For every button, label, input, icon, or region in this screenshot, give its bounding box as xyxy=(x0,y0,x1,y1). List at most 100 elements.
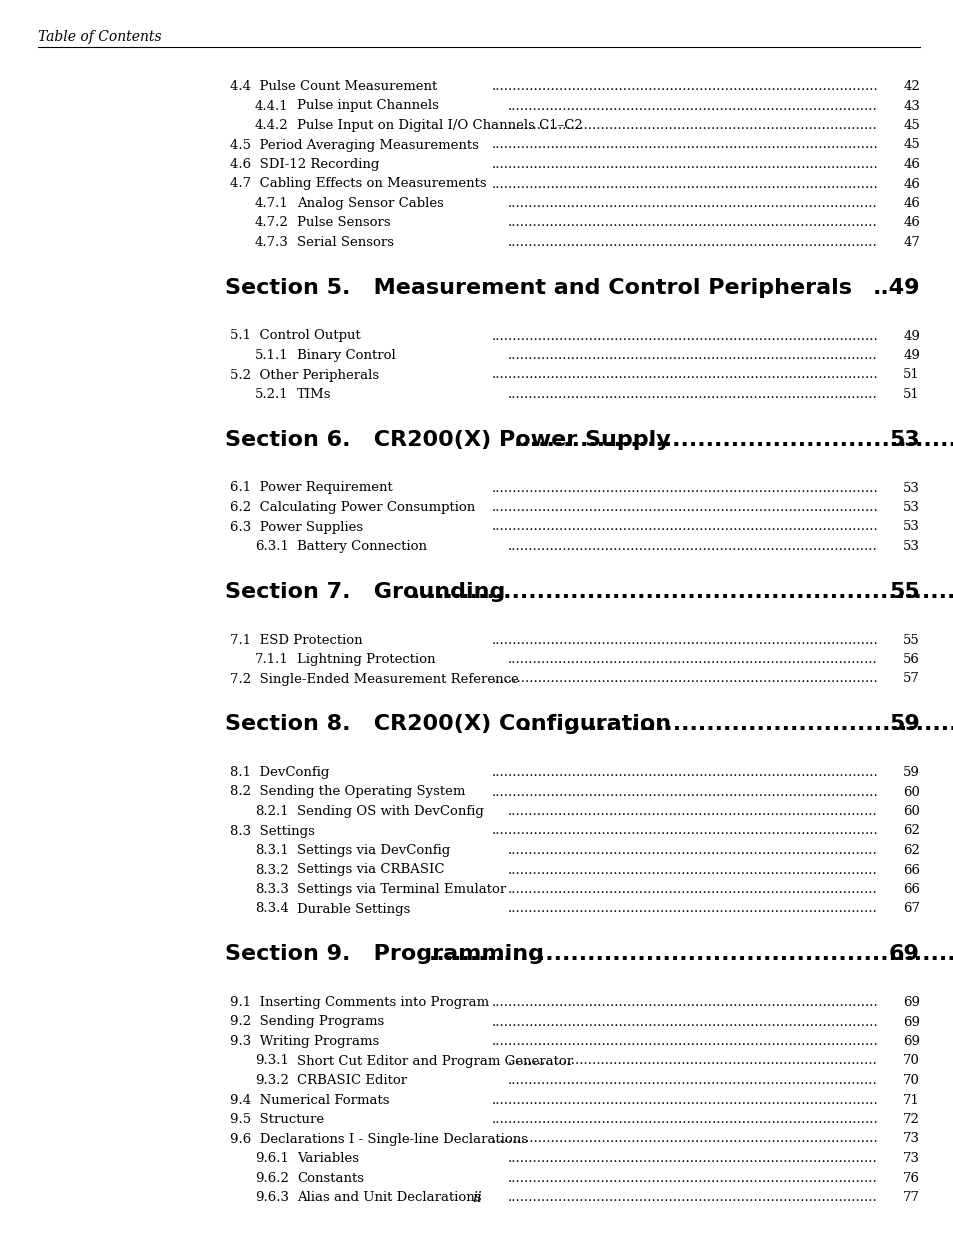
Text: 43: 43 xyxy=(902,100,919,112)
Text: 47: 47 xyxy=(902,236,919,249)
Text: 53: 53 xyxy=(902,501,919,514)
Text: 45: 45 xyxy=(902,138,919,152)
Text: 51: 51 xyxy=(902,388,919,401)
Text: Section 8.   CR200(X) Configuration: Section 8. CR200(X) Configuration xyxy=(225,714,670,734)
Text: 5.2.1: 5.2.1 xyxy=(254,388,289,401)
Text: ................................................................................: ........................................… xyxy=(492,1015,878,1029)
Text: CRBASIC Editor: CRBASIC Editor xyxy=(296,1074,407,1087)
Text: 9.6.1: 9.6.1 xyxy=(254,1152,289,1165)
Text: ................................................................................: ........................................… xyxy=(492,634,878,646)
Text: ..49: ..49 xyxy=(872,278,919,298)
Text: 9.5  Structure: 9.5 Structure xyxy=(230,1113,328,1126)
Text: 4.6  SDI-12 Recording: 4.6 SDI-12 Recording xyxy=(230,158,383,170)
Text: 62: 62 xyxy=(902,844,919,857)
Text: 4.4  Pulse Count Measurement: 4.4 Pulse Count Measurement xyxy=(230,80,436,93)
Text: 4.4.2: 4.4.2 xyxy=(254,119,289,132)
Text: Battery Connection: Battery Connection xyxy=(296,540,427,553)
Text: 4.7.2: 4.7.2 xyxy=(254,216,289,230)
Text: 53: 53 xyxy=(902,520,919,534)
Text: 55: 55 xyxy=(888,582,919,601)
Text: Table of Contents: Table of Contents xyxy=(38,30,161,44)
Text: 55: 55 xyxy=(902,634,919,646)
Text: Durable Settings: Durable Settings xyxy=(296,903,415,915)
Text: 51: 51 xyxy=(902,368,919,382)
Text: 53: 53 xyxy=(888,430,919,450)
Text: 69: 69 xyxy=(902,1015,919,1029)
Text: Variables: Variables xyxy=(296,1152,363,1165)
Text: Section 7.   Grounding: Section 7. Grounding xyxy=(225,582,505,601)
Text: ................................................................................: ........................................… xyxy=(492,138,878,152)
Text: 4.5  Period Averaging Measurements: 4.5 Period Averaging Measurements xyxy=(230,138,482,152)
Text: 9.3.2: 9.3.2 xyxy=(254,1074,289,1087)
Text: 8.3.4: 8.3.4 xyxy=(254,903,289,915)
Text: Pulse Sensors: Pulse Sensors xyxy=(296,216,390,230)
Text: 6.2  Calculating Power Consumption: 6.2 Calculating Power Consumption xyxy=(230,501,475,514)
Text: ................................................................................: ........................................… xyxy=(507,863,877,877)
Text: ................................................................................: ........................................… xyxy=(507,844,877,857)
Text: 4.7.3: 4.7.3 xyxy=(254,236,289,249)
Text: 9.3  Writing Programs: 9.3 Writing Programs xyxy=(230,1035,383,1049)
Text: 8.1  DevConfig: 8.1 DevConfig xyxy=(230,766,329,779)
Text: ................................................................................: ........................................… xyxy=(507,883,877,897)
Text: ................................................................................: ........................................… xyxy=(492,825,878,837)
Text: 9.6.2: 9.6.2 xyxy=(254,1172,289,1184)
Text: ................................................................................: ........................................… xyxy=(507,1191,877,1204)
Text: 70: 70 xyxy=(902,1074,919,1087)
Text: ................................................................................: ........................................… xyxy=(429,944,953,965)
Text: ................................................................................: ........................................… xyxy=(507,653,877,666)
Text: 62: 62 xyxy=(902,825,919,837)
Text: 73: 73 xyxy=(902,1152,919,1165)
Text: .....................................................................: ........................................… xyxy=(514,430,953,450)
Text: 46: 46 xyxy=(902,178,919,190)
Text: 8.2  Sending the Operating System: 8.2 Sending the Operating System xyxy=(230,785,469,799)
Text: 66: 66 xyxy=(902,863,919,877)
Text: 49: 49 xyxy=(902,350,919,362)
Text: ................................................................................: ........................................… xyxy=(507,236,877,249)
Text: 67: 67 xyxy=(902,903,919,915)
Text: ................................................................................: ........................................… xyxy=(492,766,878,779)
Text: ................................................................................: ........................................… xyxy=(507,388,877,401)
Text: 7.1.1: 7.1.1 xyxy=(254,653,289,666)
Text: 53: 53 xyxy=(902,482,919,494)
Text: 46: 46 xyxy=(902,198,919,210)
Text: ................................................................................: ........................................… xyxy=(507,540,877,553)
Text: Serial Sensors: Serial Sensors xyxy=(296,236,394,249)
Text: 6.3  Power Supplies: 6.3 Power Supplies xyxy=(230,520,363,534)
Text: 56: 56 xyxy=(902,653,919,666)
Text: 7.2  Single-Ended Measurement Reference: 7.2 Single-Ended Measurement Reference xyxy=(230,673,522,685)
Text: Section 6.   CR200(X) Power Supply: Section 6. CR200(X) Power Supply xyxy=(225,430,670,450)
Text: 8.3.2: 8.3.2 xyxy=(254,863,289,877)
Text: Settings via Terminal Emulator: Settings via Terminal Emulator xyxy=(296,883,506,897)
Text: Section 5.   Measurement and Control Peripherals: Section 5. Measurement and Control Perip… xyxy=(225,278,851,298)
Text: 70: 70 xyxy=(902,1055,919,1067)
Text: ................................................................................: ........................................… xyxy=(492,1035,878,1049)
Text: ................................................................................: ........................................… xyxy=(507,805,877,818)
Text: 76: 76 xyxy=(902,1172,919,1184)
Text: 4.7  Cabling Effects on Measurements: 4.7 Cabling Effects on Measurements xyxy=(230,178,486,190)
Text: 69: 69 xyxy=(902,995,919,1009)
Text: Pulse Input on Digital I/O Channels C1–C2: Pulse Input on Digital I/O Channels C1–C… xyxy=(296,119,582,132)
Text: 77: 77 xyxy=(902,1191,919,1204)
Text: ................................................................................: ........................................… xyxy=(492,158,878,170)
Text: Pulse input Channels: Pulse input Channels xyxy=(296,100,438,112)
Text: 4.7.1: 4.7.1 xyxy=(254,198,289,210)
Text: ii: ii xyxy=(472,1191,481,1205)
Text: ................................................................................: ........................................… xyxy=(507,1055,877,1067)
Text: 5.1  Control Output: 5.1 Control Output xyxy=(230,330,365,342)
Text: ................................................................................: ........................................… xyxy=(507,1074,877,1087)
Text: 49: 49 xyxy=(902,330,919,342)
Text: ................................................................................: ........................................… xyxy=(492,1093,878,1107)
Text: ................................................................................: ........................................… xyxy=(507,100,877,112)
Text: Constants: Constants xyxy=(296,1172,364,1184)
Text: ................................................................................: ........................................… xyxy=(507,903,877,915)
Text: ................................................................................: ........................................… xyxy=(507,1172,877,1184)
Text: ................................................................................: ........................................… xyxy=(492,80,878,93)
Text: 60: 60 xyxy=(902,805,919,818)
Text: ................................................................................: ........................................… xyxy=(492,501,878,514)
Text: ................................................................................: ........................................… xyxy=(492,673,878,685)
Text: 71: 71 xyxy=(902,1093,919,1107)
Text: 6.3.1: 6.3.1 xyxy=(254,540,289,553)
Text: 9.3.1: 9.3.1 xyxy=(254,1055,289,1067)
Text: Sending OS with DevConfig: Sending OS with DevConfig xyxy=(296,805,483,818)
Text: 53: 53 xyxy=(902,540,919,553)
